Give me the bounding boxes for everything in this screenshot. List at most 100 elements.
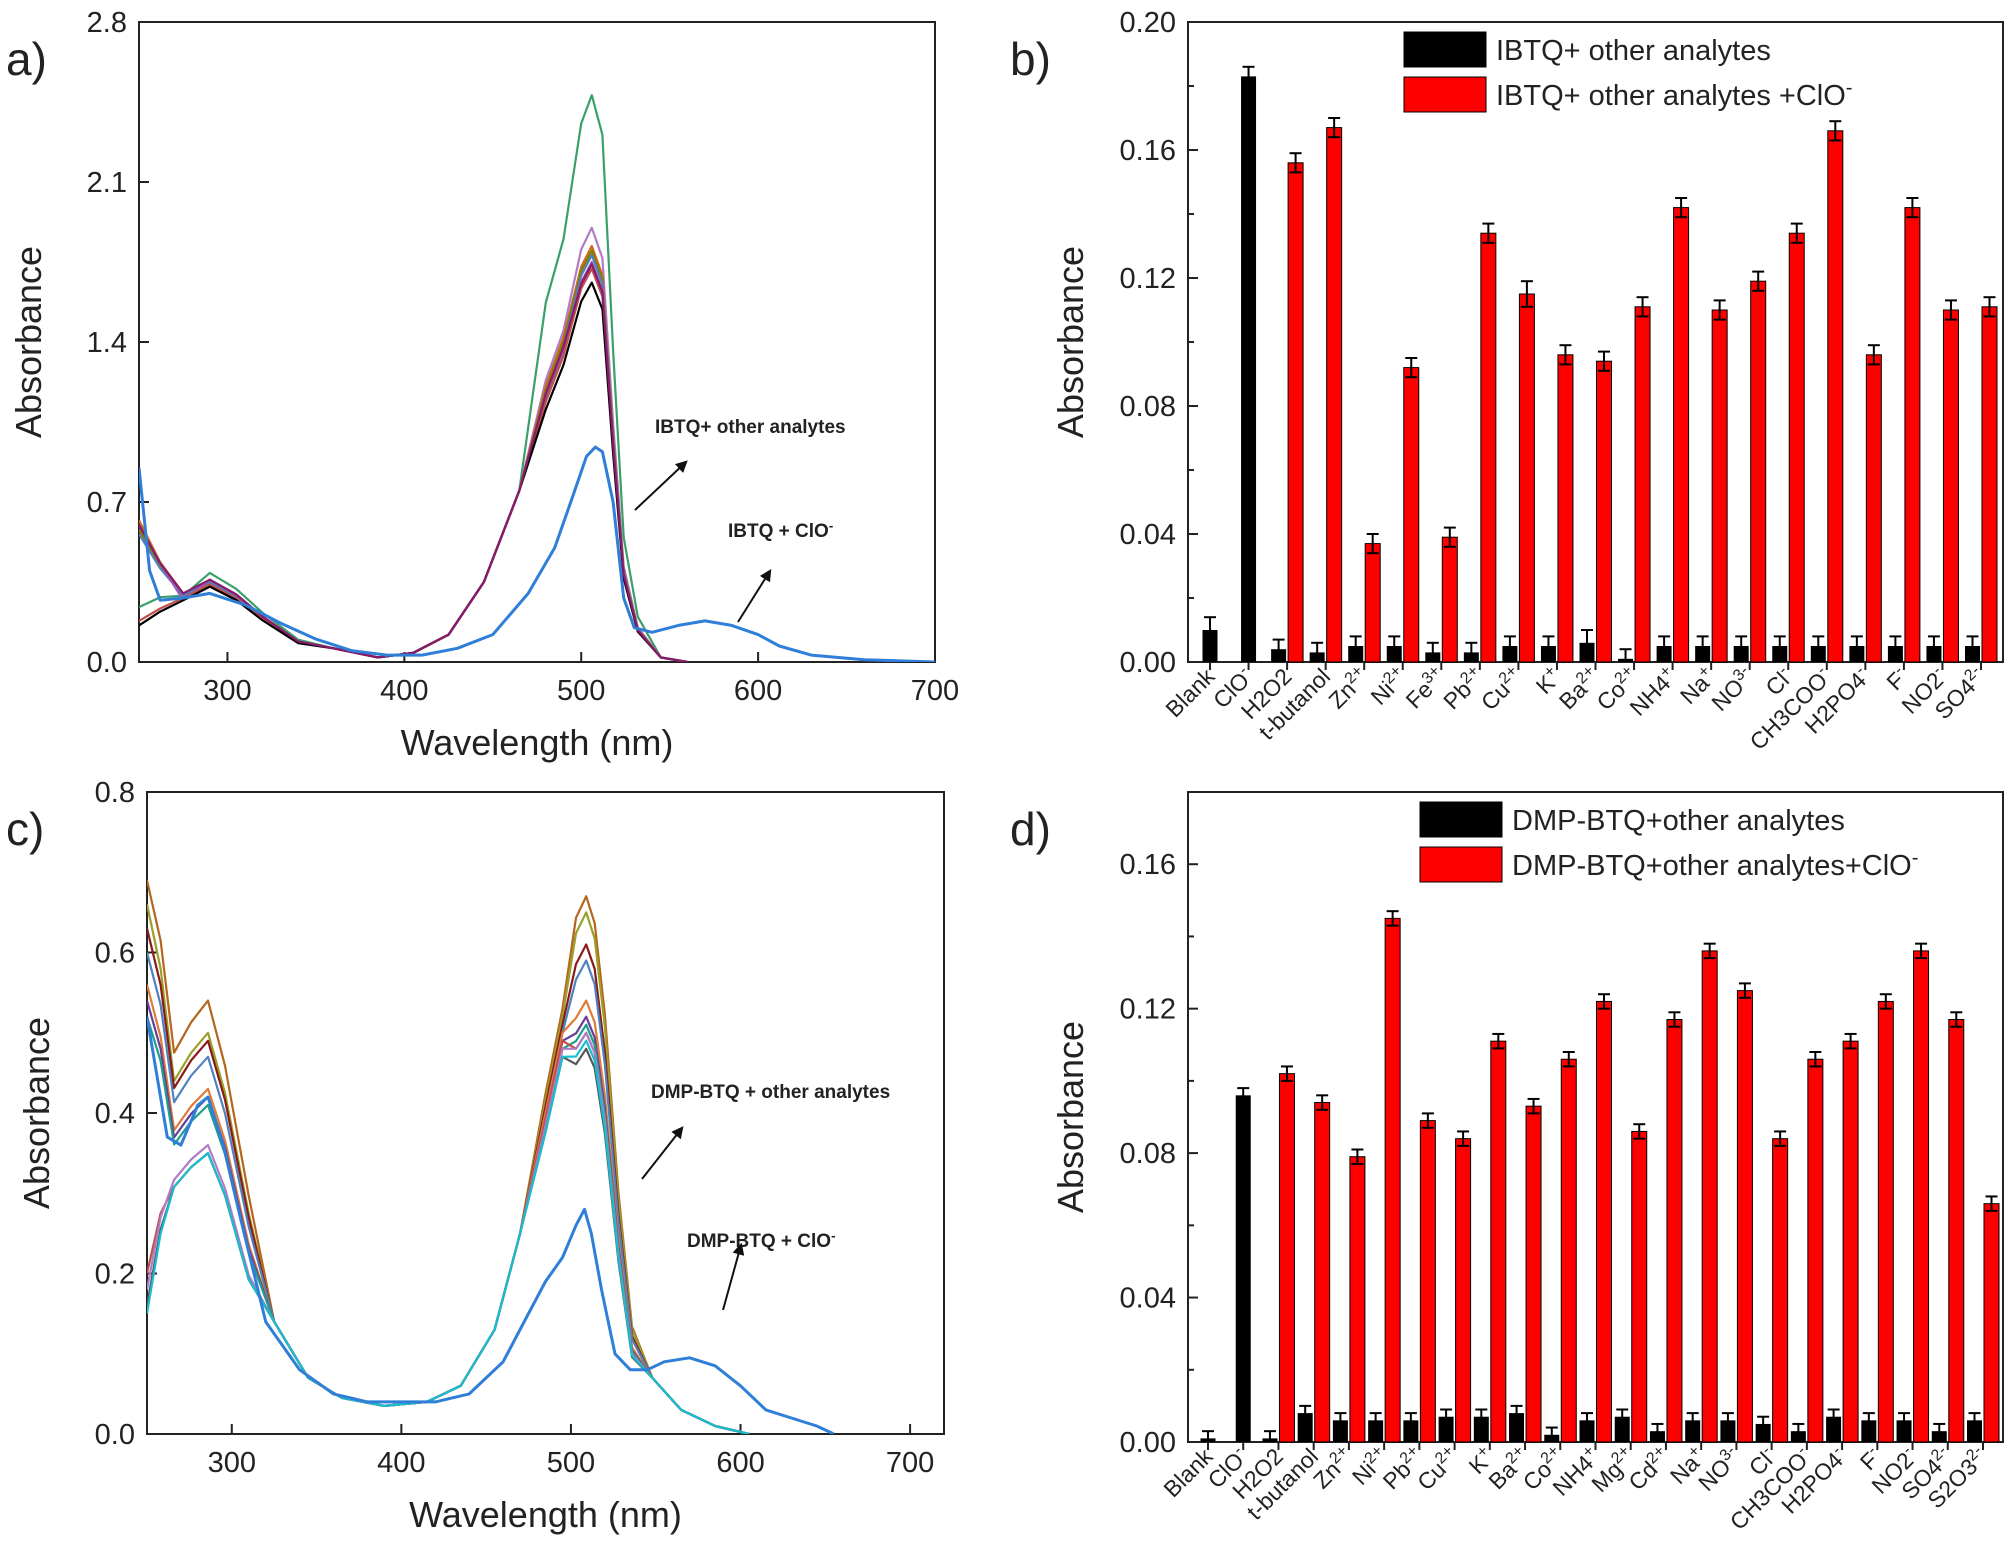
y-tick-label: 0.12	[1120, 994, 1176, 1026]
bar-black-7	[1403, 1420, 1419, 1442]
bar-red-14	[1711, 309, 1728, 663]
bar-red-12	[1634, 306, 1651, 663]
bar-black-21	[1896, 1420, 1912, 1442]
bar-black-10	[1509, 1413, 1525, 1442]
legend-swatch-2	[1419, 846, 1503, 883]
bar-red-22	[1948, 1019, 1965, 1443]
bar-red-18	[1807, 1058, 1824, 1443]
x-category-label: Zn2+	[1322, 662, 1374, 714]
bar-black-2	[1241, 76, 1257, 662]
panel-label: a)	[6, 33, 47, 85]
y-tick-label: 0.12	[1120, 263, 1176, 295]
bar-red-13	[1631, 1130, 1648, 1443]
bar-red-7	[1419, 1120, 1436, 1443]
y-tick-label: 0.00	[1120, 1427, 1176, 1459]
bar-red-6	[1384, 917, 1401, 1443]
bar-red-3	[1278, 1073, 1295, 1443]
bar-black-15	[1685, 1420, 1701, 1442]
bar-red-5	[1364, 543, 1381, 663]
x-axis-label: Wavelength (nm)	[409, 1494, 682, 1535]
x-axis-label: Wavelength (nm)	[401, 722, 674, 763]
y-axis-label: Absorbance	[1050, 1021, 1091, 1213]
x-tick-label: 300	[203, 675, 251, 707]
bar-red-20	[1942, 309, 1959, 663]
legend-label-1: IBTQ+ other analytes	[1496, 35, 1771, 67]
bar-black-2	[1235, 1095, 1251, 1442]
bar-red-15	[1701, 950, 1718, 1443]
x-tick-label: 600	[716, 1447, 764, 1479]
x-category-label: Ni2+	[1364, 662, 1412, 710]
bar-red-14	[1666, 1019, 1683, 1443]
bar-red-11	[1560, 1058, 1577, 1443]
arrow-other-analytes	[641, 1126, 684, 1180]
spectrum-line-1	[139, 94, 688, 662]
y-tick-label: 0.04	[1120, 519, 1176, 551]
annotation-other-analytes: IBTQ+ other analytes	[655, 417, 846, 438]
bar-red-5	[1349, 1156, 1366, 1443]
bar-red-23	[1983, 1203, 2000, 1443]
x-category-label: Fe3+	[1399, 662, 1451, 714]
bar-red-6	[1403, 367, 1420, 663]
y-axis-label: Absorbance	[1050, 246, 1091, 438]
bar-red-20	[1877, 1000, 1894, 1443]
bar-black-12	[1579, 1420, 1595, 1442]
bar-red-21	[1981, 306, 1998, 663]
x-tick-label: 300	[208, 1447, 256, 1479]
bar-black-19	[1826, 1416, 1842, 1442]
panel-label: b)	[1010, 33, 1051, 85]
y-axis-label: Absorbance	[8, 246, 49, 438]
plot-frame	[138, 21, 936, 663]
y-tick-label: 2.1	[87, 167, 127, 199]
bar-red-10	[1525, 1105, 1542, 1443]
bar-red-19	[1904, 207, 1921, 663]
x-tick-label: 400	[380, 675, 428, 707]
panel-b-bar-chart: 0.000.040.080.120.160.20AbsorbanceBlankC…	[1010, 7, 2004, 755]
bar-red-16	[1736, 990, 1753, 1443]
spectrum-line-10	[139, 445, 935, 662]
bar-black-9	[1473, 1416, 1489, 1442]
y-tick-label: 0.16	[1120, 135, 1176, 167]
y-tick-label: 0.0	[95, 1419, 135, 1451]
annotation-other-analytes: DMP-BTQ + other analytes	[651, 1082, 890, 1103]
bar-red-18	[1865, 354, 1882, 663]
panel-label: d)	[1010, 803, 1051, 855]
y-tick-label: 0.20	[1120, 7, 1176, 39]
annotation-clo: DMP-BTQ + ClO-	[687, 1228, 836, 1253]
y-tick-label: 0.00	[1120, 647, 1176, 679]
bar-red-9	[1518, 293, 1535, 663]
y-tick-label: 0.08	[1120, 1138, 1176, 1170]
legend-label-2: IBTQ+ other analytes +ClO-	[1496, 77, 1853, 112]
legend-swatch-1	[1419, 801, 1503, 838]
bar-black-16	[1720, 1420, 1736, 1442]
legend-label-1: DMP-BTQ+other analytes	[1512, 805, 1845, 837]
bar-red-4	[1314, 1102, 1331, 1443]
bar-black-8	[1438, 1416, 1454, 1442]
bar-black-6	[1368, 1420, 1384, 1442]
bar-red-17	[1772, 1138, 1789, 1443]
y-tick-label: 0.7	[87, 487, 127, 519]
y-tick-label: 0.04	[1120, 1283, 1176, 1315]
bar-red-4	[1326, 127, 1343, 663]
y-tick-label: 0.16	[1120, 849, 1176, 881]
x-category-label: F-	[1853, 1442, 1887, 1476]
bar-red-8	[1480, 232, 1497, 663]
y-tick-label: 0.4	[95, 1098, 135, 1130]
bar-black-5	[1332, 1420, 1348, 1442]
bar-red-8	[1455, 1138, 1472, 1443]
x-category-label: Cu2+	[1474, 662, 1528, 716]
x-tick-label: 700	[911, 675, 959, 707]
arrow-other-analytes	[634, 460, 688, 511]
x-tick-label: 400	[377, 1447, 425, 1479]
annotation-clo: IBTQ + ClO-	[728, 518, 833, 543]
arrow-clo	[722, 1242, 745, 1311]
bar-black-20	[1861, 1420, 1877, 1442]
bar-black-13	[1614, 1416, 1630, 1442]
legend-swatch-2	[1403, 76, 1487, 113]
y-tick-label: 0.2	[95, 1259, 135, 1291]
arrow-clo	[737, 568, 772, 623]
bar-black-17	[1755, 1423, 1771, 1442]
legend-swatch-1	[1403, 31, 1487, 68]
bar-red-7	[1441, 536, 1458, 663]
bar-red-3	[1287, 162, 1304, 663]
